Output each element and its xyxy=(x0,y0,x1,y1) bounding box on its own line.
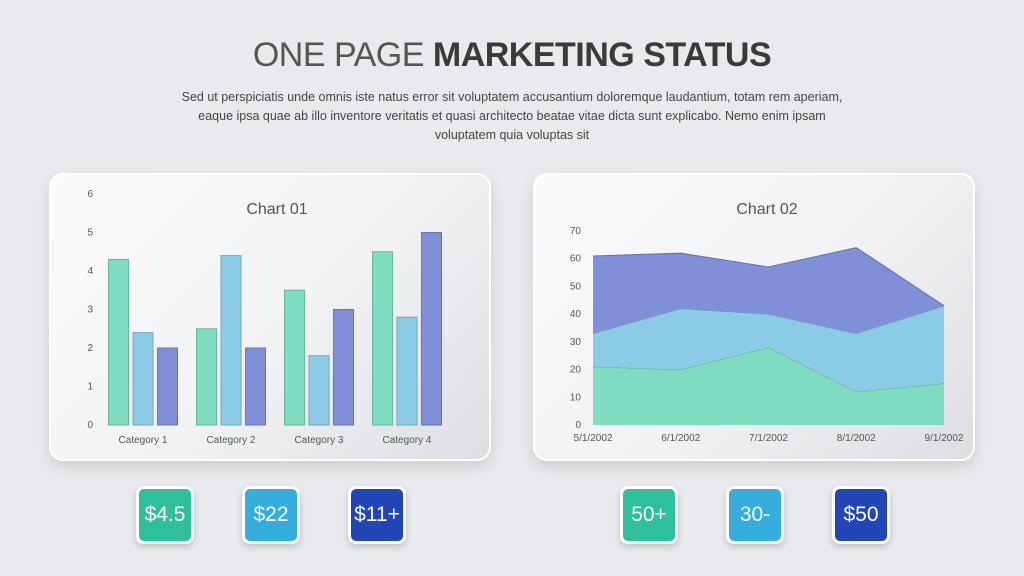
chart-01-bar xyxy=(421,232,442,426)
chart-01-title: Chart 01 xyxy=(246,201,307,218)
chart-02-y-tick: 70 xyxy=(570,226,582,237)
chart-02-area-edge xyxy=(592,247,945,307)
chart-02-area xyxy=(593,305,944,392)
chart-01-x-tick: Category 3 xyxy=(295,435,344,446)
badge-right-2: 30- xyxy=(726,486,784,544)
badge-right-1: 50+ xyxy=(620,486,678,544)
chart-01-svg: Chart 01 0 1 2 3 4 5 6 Category 1 Category 2 Categ… xyxy=(87,189,442,446)
chart-01-bar xyxy=(245,347,266,426)
chart-02-area-edge xyxy=(592,305,945,335)
chart-01-bar xyxy=(396,316,418,426)
chart-01-card: Chart 01 0 1 2 3 4 5 6 Category 1 Category 2 Categ… xyxy=(49,173,491,461)
chart-02-x-tick: 7/1/2002 xyxy=(749,433,788,444)
chart-01-y-tick: 6 xyxy=(87,189,93,200)
chart-01-y-tick: 3 xyxy=(87,305,93,316)
page-title-bold: MARKETING STATUS xyxy=(432,36,772,74)
page-title: ONE PAGE MARKETING STATUS xyxy=(0,36,1024,75)
chart-02-area xyxy=(593,247,944,334)
chart-01-bar xyxy=(220,255,242,426)
chart-01-bar xyxy=(132,332,154,426)
chart-02-y-tick: 20 xyxy=(570,365,582,376)
chart-02-x-tick: 9/1/2002 xyxy=(925,433,964,444)
chart-01-bar xyxy=(333,309,354,426)
chart-01-y-tick: 0 xyxy=(87,420,93,431)
chart-01-x-tick: Category 1 xyxy=(119,435,168,446)
page-subtitle: Sed ut perspiciatis unde omnis iste natu… xyxy=(181,90,843,142)
chart-01-y-tick: 5 xyxy=(87,228,93,239)
chart-02-x-tick: 5/1/2002 xyxy=(574,433,613,444)
chart-01-bar xyxy=(108,258,129,426)
chart-02-y-tick: 30 xyxy=(570,337,582,348)
chart-02-card: Chart 02 0 10 20 30 40 50 60 70 5/1/2002 6/1/2002 7… xyxy=(533,173,975,461)
chart-01-bar xyxy=(308,355,330,426)
chart-01-y-tick: 4 xyxy=(87,266,93,277)
badge-right-3: $50 xyxy=(832,486,890,544)
chart-01-y-tick: 1 xyxy=(87,382,93,393)
chart-02-y-tick: 40 xyxy=(570,309,582,320)
chart-01-bar xyxy=(372,251,393,426)
badge-left-2: $22 xyxy=(242,486,300,544)
badge-left-1: $4.5 xyxy=(136,486,194,544)
chart-01-bar xyxy=(196,328,217,426)
chart-02-y-tick: 60 xyxy=(570,254,582,265)
chart-01-x-tick: Category 4 xyxy=(383,435,432,446)
chart-01-y-tick: 2 xyxy=(87,343,93,354)
chart-02-y-tick: 0 xyxy=(575,420,581,431)
chart-01-bar xyxy=(157,347,178,426)
chart-02-title: Chart 02 xyxy=(736,201,797,218)
chart-02-area xyxy=(593,347,944,425)
chart-02-x-tick: 8/1/2002 xyxy=(837,433,876,444)
page-title-light: ONE PAGE xyxy=(252,36,425,74)
chart-01-bar xyxy=(284,289,305,426)
badge-left-3: $11+ xyxy=(348,486,406,544)
chart-02-x-tick: 6/1/2002 xyxy=(661,433,700,444)
chart-02-y-tick: 10 xyxy=(570,392,582,403)
chart-02-svg: Chart 02 0 10 20 30 40 50 60 70 5/1/2002 6/1/2002 7… xyxy=(570,201,964,444)
chart-02-y-tick: 50 xyxy=(570,281,582,292)
chart-01-x-tick: Category 2 xyxy=(207,435,256,446)
